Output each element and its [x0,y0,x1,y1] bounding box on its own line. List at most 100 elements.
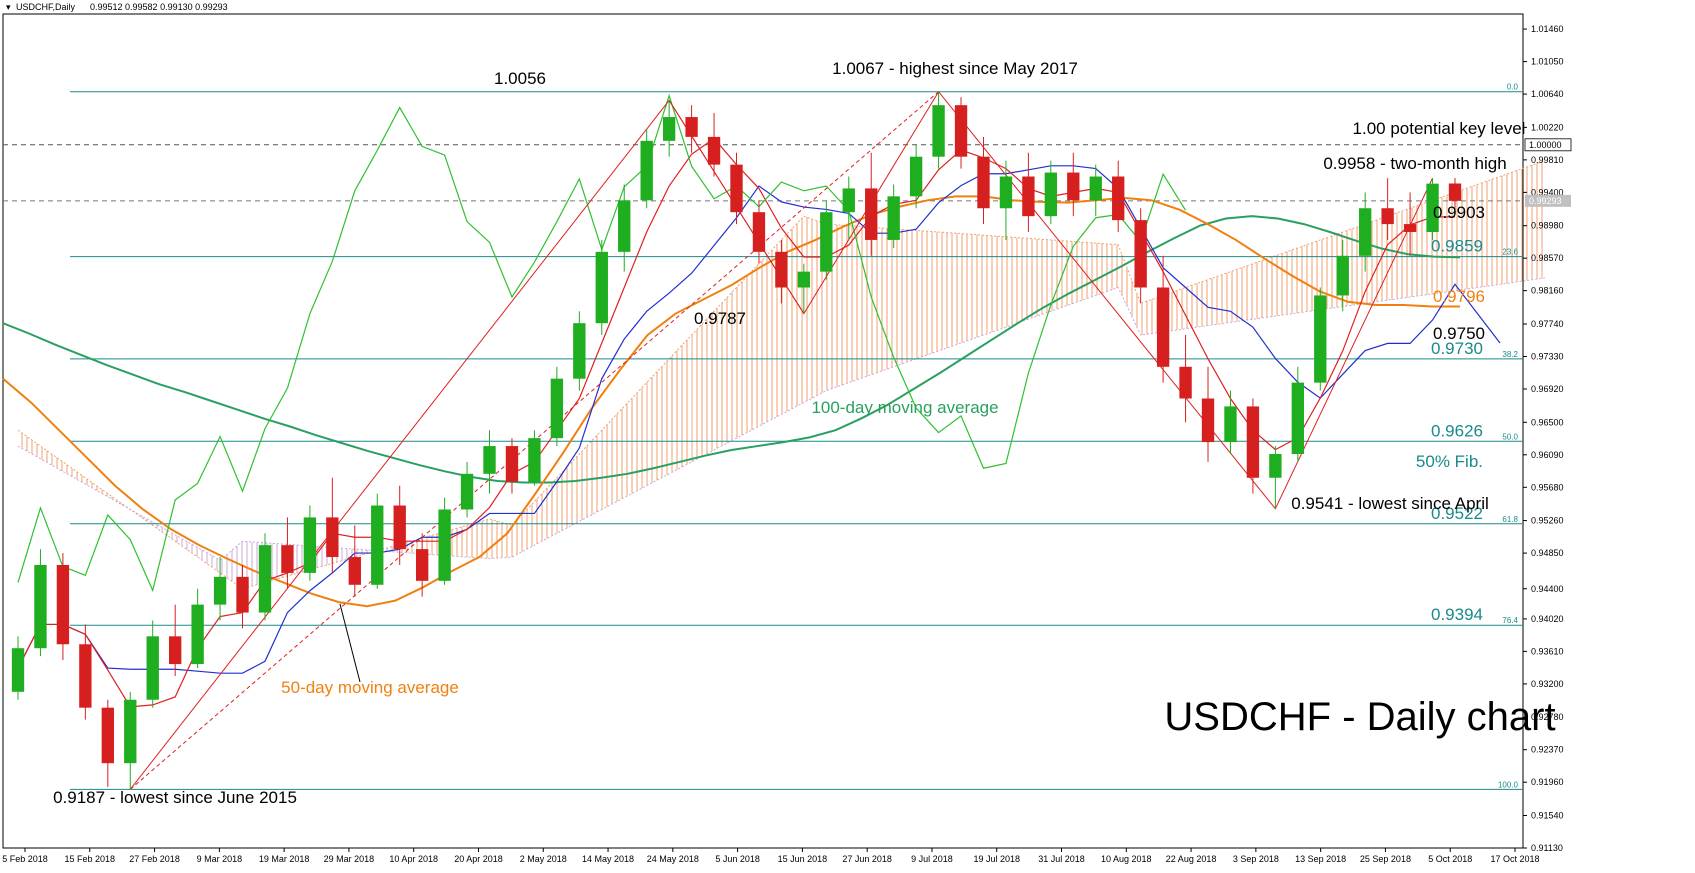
fib-pct-label: 100.0 [1498,780,1519,789]
y-tick-label: 1.01050 [1531,57,1564,67]
candle-body [865,188,878,240]
annotation-two-month-high: 0.9958 - two-month high [1323,154,1506,173]
y-tick-label: 0.93200 [1531,679,1564,689]
y-tick-label: 0.99400 [1531,187,1564,197]
y-tick-label: 0.95680 [1531,482,1564,492]
candle-body [1403,224,1417,233]
candle-body [1134,220,1147,288]
cloud-segment [938,232,962,351]
annotation-key-level: 1.00 potential key level [1353,119,1526,138]
x-tick-label: 15 Jun 2018 [778,854,828,864]
current-price-box [1525,194,1571,207]
fib-pct-label: 38.2 [1502,350,1518,359]
candle-body [1381,208,1394,225]
y-tick-label: 0.91540 [1531,810,1564,820]
candle-body [1246,406,1260,478]
candle-body [124,699,137,764]
x-tick-label: 3 Sep 2018 [1233,854,1279,864]
x-tick-label: 20 Apr 2018 [454,854,503,864]
candle-body [775,251,788,288]
cloud-segment [18,430,41,459]
candle-body [146,636,159,700]
candle-body [1112,176,1125,221]
candle-body [550,378,564,439]
x-tick-label: 13 Sep 2018 [1295,854,1346,864]
kijun-sen-line [17,165,1501,674]
senkou-span-a [17,160,1545,590]
y-tick-label: 0.93610 [1531,646,1564,656]
candle-body [1224,406,1237,443]
candle-body [954,105,968,157]
cloud-segment [197,547,221,573]
cloud-segment [646,358,670,486]
cloud-segment [714,287,737,451]
candle-body [707,136,721,165]
candle-body [752,212,766,252]
annotation-low-sept: 0.9541 - lowest since April [1291,494,1489,513]
y-tick-label: 0.94020 [1531,614,1564,624]
candle-body [999,176,1013,209]
annotation-ma100: 100-day moving average [811,398,998,417]
y-tick-label: 0.94850 [1531,548,1564,558]
x-tick-label: 10 Apr 2018 [389,854,438,864]
cloud-segment [1297,239,1321,313]
candle-body [348,557,361,585]
cloud-segment [107,493,131,510]
header-arrow-icon[interactable]: ▾ [6,2,11,12]
cloud-segment [1499,168,1523,285]
candle-body [595,251,608,324]
cloud-segment [736,263,759,439]
annotation-ma50-value: 0.9796 [1433,287,1485,306]
candle-body [1359,208,1372,256]
x-tick-label: 9 Mar 2018 [197,854,243,864]
candle-body [483,446,496,474]
cloud-segment [624,382,647,498]
ma100-line [2,215,1461,484]
cloud-segment [691,311,715,462]
annotation-9903: 0.9903 [1433,203,1485,222]
candle-body [393,505,406,550]
candle-body [1044,172,1058,217]
y-tick-label: 0.98980 [1531,221,1564,231]
y-tick-label: 0.96090 [1531,450,1564,460]
candle-body [640,140,653,201]
cloud-segment [1028,238,1051,320]
y-tick-label: 0.94400 [1531,584,1564,594]
candle-body [34,564,47,649]
candle-body [797,271,811,288]
x-tick-label: 5 Oct 2018 [1428,854,1472,864]
cloud-segment [40,446,63,472]
candle-body [505,446,519,482]
y-tick-label: 0.95260 [1531,516,1564,526]
candle-body [11,648,25,692]
fib-pct-label: 76.4 [1502,616,1518,625]
annotation-kijun-value: 0.9750 [1433,324,1485,343]
x-tick-label: 15 Feb 2018 [65,854,116,864]
candle-body [79,644,92,708]
current-price-label: 0.99293 [1529,196,1562,206]
candle-body [573,323,586,379]
x-tick-label: 19 Jul 2018 [973,854,1020,864]
candle-body [820,212,833,272]
cloud-segment [467,518,490,559]
fib-price-label: 0.9859 [1431,237,1483,256]
x-tick-label: 2 May 2018 [520,854,567,864]
cloud-segment [1455,184,1478,291]
y-tick-label: 0.92780 [1531,712,1564,722]
y-tick-label: 0.98160 [1531,286,1564,296]
y-tick-label: 0.96500 [1531,417,1564,427]
x-tick-label: 27 Jun 2018 [842,854,892,864]
cloud-segment [601,406,625,510]
candle-body [236,576,249,613]
y-tick-label: 0.99810 [1531,155,1564,165]
y-tick-label: 0.96920 [1531,384,1564,394]
cloud-segment [871,227,894,375]
candle-body [213,576,227,605]
fib-pct-label: 50.0 [1502,432,1518,441]
cloud-segment [62,461,86,485]
candle-body [887,196,900,240]
x-tick-label: 5 Jun 2018 [715,854,760,864]
plot-frame [2,13,1524,849]
candle-body [662,117,676,141]
candle-body [909,156,923,197]
